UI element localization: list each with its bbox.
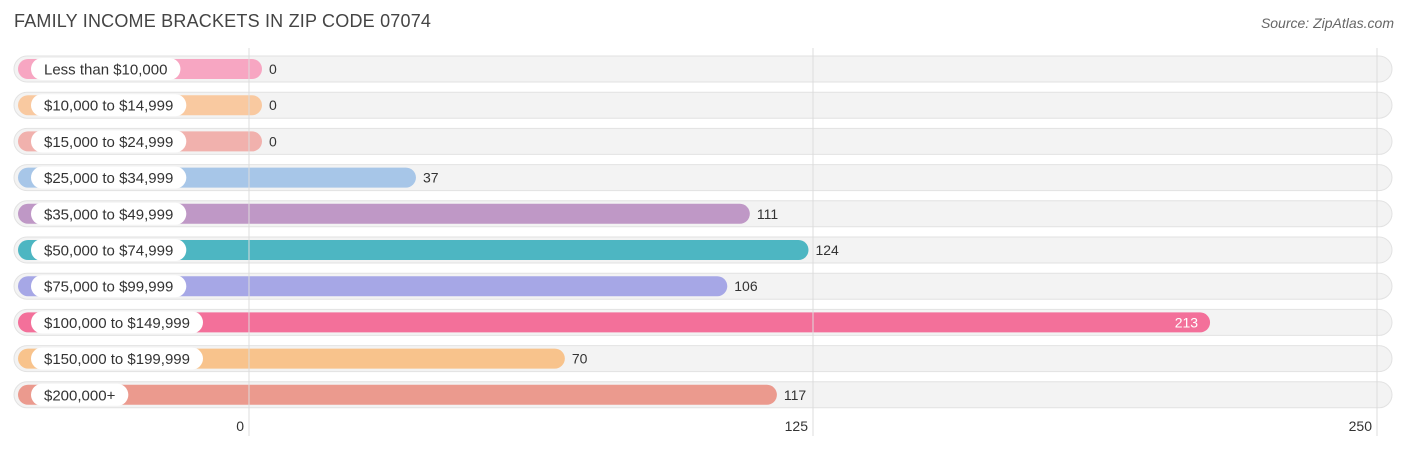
bar-row: $75,000 to $99,999 106 [13, 272, 1393, 300]
category-label-pill [31, 239, 187, 261]
chart-source: Source: ZipAtlas.com [1260, 15, 1394, 31]
category-label-pill [31, 202, 187, 225]
category-label: $75,000 to $99,999 [44, 279, 173, 296]
x-tick-label: 0 [236, 418, 244, 434]
x-tick-label: 250 [1349, 418, 1373, 434]
bar-row: $10,000 to $14,999 0 [13, 91, 1393, 119]
bar [18, 384, 777, 405]
bar-track [13, 55, 1393, 83]
gridlines [248, 48, 1378, 436]
category-label-pill [31, 347, 203, 370]
value-label: 111 [757, 206, 778, 222]
value-label: 124 [815, 242, 839, 258]
bar-track [13, 127, 1393, 155]
category-label: $200,000+ [44, 387, 116, 404]
bar-row: $25,000 to $34,999 37 [13, 164, 1393, 192]
category-label-pill [31, 58, 181, 80]
value-label: 117 [784, 387, 807, 403]
bar-row: $15,000 to $24,999 0 [13, 127, 1393, 155]
value-label: 37 [423, 170, 439, 186]
value-label: 106 [734, 278, 758, 294]
category-label-pill [31, 275, 187, 298]
value-label: 0 [269, 133, 277, 149]
value-label: 213 [1175, 314, 1199, 330]
category-label-pill [31, 94, 187, 117]
x-axis: 0 125 250 [236, 418, 1372, 434]
category-label: Less than $10,000 [44, 62, 167, 79]
category-label: $25,000 to $34,999 [44, 170, 173, 187]
category-label-pill [31, 166, 187, 189]
category-label-pill [31, 311, 203, 334]
bar [18, 276, 728, 297]
bar-row: Less than $10,000 0 [13, 55, 1393, 83]
bar [18, 203, 750, 224]
value-label: 70 [572, 351, 588, 367]
value-label: 0 [269, 61, 277, 77]
bar-row: $35,000 to $49,999 111 [13, 200, 1393, 228]
category-label: $15,000 to $24,999 [44, 134, 173, 151]
x-tick-label: 125 [785, 418, 809, 434]
category-label: $10,000 to $14,999 [44, 98, 173, 115]
category-label: $50,000 to $74,999 [44, 243, 173, 260]
category-label-pill [31, 383, 129, 406]
category-label: $150,000 to $199,999 [44, 351, 190, 368]
category-label: $35,000 to $49,999 [44, 206, 173, 223]
bar [18, 312, 1211, 333]
rows: Less than $10,000 0$10,000 to $14,999 0$15… [13, 55, 1393, 409]
bar-row: $50,000 to $74,999 124 [13, 236, 1393, 264]
bar-row: $150,000 to $199,999 70 [13, 345, 1393, 373]
value-label: 0 [269, 97, 277, 113]
bar [18, 240, 809, 260]
bar-row: $100,000 to $149,999 213 [13, 308, 1393, 336]
category-label: $100,000 to $149,999 [44, 315, 190, 332]
chart-title: FAMILY INCOME BRACKETS IN ZIP CODE 07074 [14, 11, 432, 31]
category-label-pill [31, 130, 187, 153]
bar-track [13, 91, 1393, 119]
bar-row: $200,000+ 117 [13, 381, 1393, 409]
